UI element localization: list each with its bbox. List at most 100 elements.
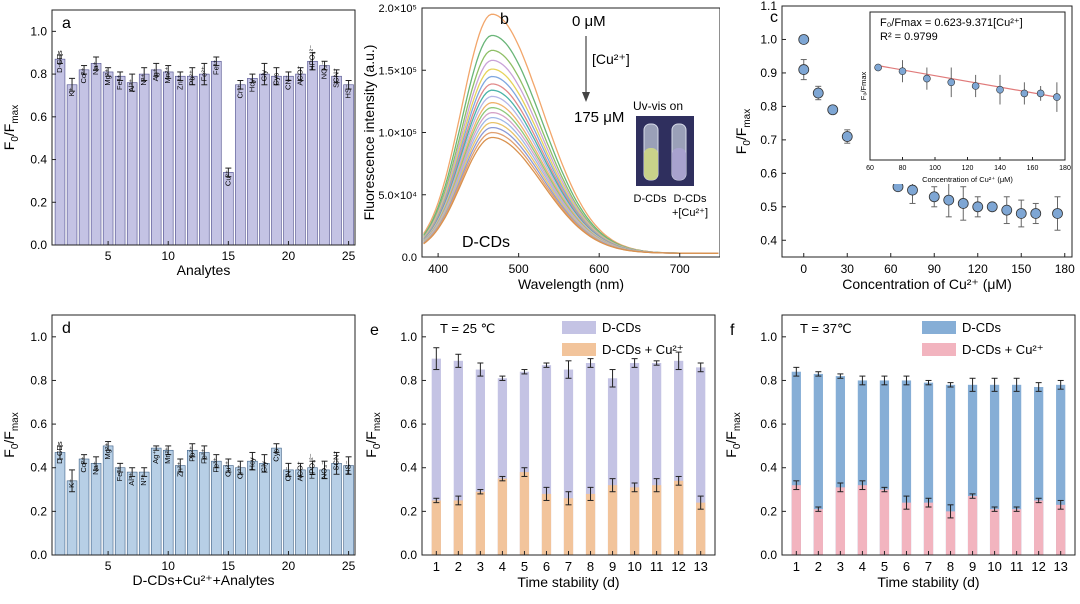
y-tick-label: 0.2	[400, 504, 417, 518]
y-tick-label: 1.1	[760, 0, 777, 13]
x-tick-label: 600	[589, 262, 609, 276]
x-tick-label: 6	[903, 559, 910, 574]
y-tick-label: 0.7	[760, 133, 777, 147]
bar-label: CN⁻	[283, 467, 292, 482]
bar-label: Al³⁺	[127, 79, 136, 92]
y-tick-label: 0.0	[402, 252, 417, 264]
bar	[813, 373, 823, 555]
bar	[674, 480, 684, 555]
bar-label: Cu²⁺	[223, 170, 232, 186]
x-tick-label: 20	[282, 559, 296, 573]
y-tick-label: 0.0	[30, 238, 47, 252]
x-tick-label: 13	[1053, 559, 1067, 574]
bar	[187, 75, 198, 246]
panel-d-chart: D-CDs K⁺ Co²⁺ Na⁺ Mg²⁺ Fe³⁺ Al³⁺ N³⁺ Ag⁺ Mn²⁺ Zn²⁺…	[0, 300, 360, 599]
y-axis-label: Fluorescence intensity (a.u.)	[361, 45, 377, 221]
data-point	[1052, 208, 1063, 219]
bar-label: Gly	[259, 461, 268, 473]
legend-label: D-CDs	[602, 320, 641, 335]
condition-label: T = 37℃	[800, 321, 852, 336]
inset-data-point	[898, 67, 907, 75]
panel-e-chart: 0.0 0.2 0.4 0.6 0.8 1.0 1 2 3 4 5 6 7 8 9 10 11 12 13 Time …	[360, 300, 720, 599]
inset-label-dcds: D-CDs	[634, 193, 667, 205]
bar-label: HPO₄²⁻	[308, 453, 317, 479]
bar-label: HS⁻	[344, 84, 353, 98]
bar	[283, 469, 294, 556]
bar	[651, 485, 662, 555]
spectrum-line	[423, 136, 719, 254]
x-tick-label: 1	[793, 559, 800, 574]
bar	[945, 384, 956, 555]
inset-background	[860, 8, 1069, 184]
bar-label: NO₃⁻	[320, 461, 329, 479]
x-tick-label: 13	[693, 559, 707, 574]
bar-label: Fe²⁺	[199, 66, 208, 81]
y-tick-label: 0.0	[30, 548, 47, 562]
y-tick-label: 0.6	[760, 166, 777, 180]
bar	[857, 380, 868, 555]
bar	[126, 82, 138, 246]
x-axis-label: Analytes	[177, 262, 231, 278]
bar-label: Hcy	[247, 457, 256, 470]
bar	[295, 73, 306, 246]
panel-letter: f	[730, 322, 735, 339]
bar	[1011, 509, 1022, 555]
inset-data-point	[1020, 89, 1029, 98]
bar-label: ACO⁻	[295, 65, 304, 85]
y-tick-label: 0.8	[760, 373, 777, 387]
bar	[791, 371, 801, 555]
inset-data-point	[947, 78, 956, 87]
bar	[283, 75, 294, 246]
x-tick-label: 10	[162, 249, 176, 263]
bar	[901, 502, 912, 555]
bar	[175, 75, 186, 246]
bar	[475, 491, 486, 555]
bar	[1056, 384, 1066, 555]
panel-letter: b	[500, 11, 509, 28]
panel-letter: c	[770, 9, 778, 26]
data-point	[841, 131, 853, 142]
x-tick-label: 5	[881, 559, 888, 574]
bar-label: Fe³⁺	[211, 457, 220, 472]
bar	[211, 60, 222, 246]
bar	[259, 73, 270, 246]
legend-swatch	[562, 343, 596, 356]
x-tick-label: 120	[968, 262, 988, 276]
bar-label: Al³⁺	[127, 473, 136, 486]
x-tick-label: 9	[969, 559, 976, 574]
bar	[541, 493, 552, 555]
inset-label-cu: +[Cu²⁺]	[672, 207, 708, 219]
x-tick-label: 8	[947, 559, 954, 574]
x-tick-label: 20	[282, 249, 296, 263]
bar	[1056, 504, 1066, 555]
bar	[857, 485, 868, 555]
bar-label: Co²⁺	[79, 67, 88, 83]
inset-title: Uv-vis on	[633, 99, 683, 113]
bar-label: Mg²⁺	[103, 69, 112, 86]
bar	[651, 363, 662, 555]
y-tick-label: 0.8	[400, 373, 417, 387]
bar-label: Fe³⁺	[115, 466, 124, 481]
y-tick-label: 0.8	[30, 67, 47, 81]
panel-a-chart: D-CDs K⁺ Co²⁺ Na⁺ Mg²⁺ Fe³⁺ Al³⁺ N³⁺ Ag⁺ Mn²⁺ Zn²⁺…	[0, 0, 360, 300]
bar	[343, 84, 354, 246]
data-point	[1001, 204, 1013, 216]
annotation-start: 0 μM	[572, 13, 606, 30]
bar	[563, 369, 574, 555]
y-tick-label: 1.0	[400, 330, 417, 344]
bar	[90, 63, 102, 246]
inset-x-tick-label: 120	[962, 165, 974, 172]
bar	[307, 467, 318, 556]
data-point	[1015, 208, 1027, 219]
panel-e-svg: 0.00.20.40.60.81.01 2 3 4 5 6 7 8 9 10 11 12 13Time …	[363, 314, 716, 590]
bar	[307, 60, 318, 246]
bar	[813, 509, 823, 555]
bar	[162, 449, 174, 556]
y-tick-label: 1.5×10⁵	[378, 65, 417, 77]
x-axis-label: D-CDs+Cu²⁺+Analytes	[133, 572, 275, 588]
bar-label: Fe³⁺	[115, 75, 124, 90]
bar-label: Mn²⁺	[163, 447, 172, 464]
bar	[475, 369, 486, 555]
bar	[187, 449, 198, 556]
condition-label: T = 25 ℃	[440, 321, 495, 336]
